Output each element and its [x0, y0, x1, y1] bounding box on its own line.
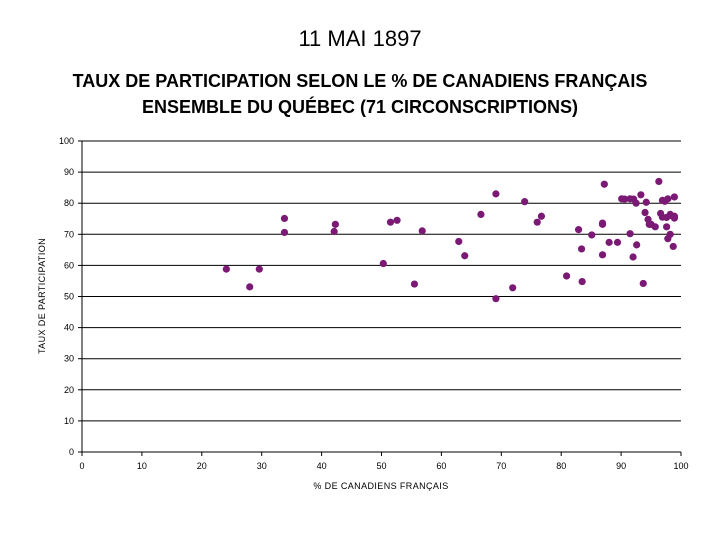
data-point-48 — [651, 223, 659, 231]
y-axis-label: TAUX DE PARTICIPATION — [37, 238, 47, 354]
y-tick-label-80: 80 — [64, 198, 74, 208]
data-point-49 — [655, 177, 663, 186]
data-point-36 — [626, 230, 634, 238]
chart-title: TAUX DE PARTICIPATION SELON LE % DE CANA… — [0, 68, 720, 120]
data-point-9 — [386, 218, 395, 226]
axes — [78, 140, 682, 456]
y-tick-label-40: 40 — [64, 323, 74, 333]
data-point-61 — [669, 242, 677, 251]
x-tick-label-10: 10 — [137, 461, 147, 471]
data-point-62 — [670, 193, 679, 201]
data-point-42 — [639, 279, 647, 288]
y-tick-label-10: 10 — [64, 416, 74, 426]
data-point-3 — [255, 265, 263, 273]
data-point-44 — [642, 198, 650, 206]
x-tick-label-80: 80 — [556, 461, 566, 471]
data-point-18 — [509, 284, 517, 292]
data-point-11 — [410, 280, 419, 288]
data-point-15 — [477, 210, 485, 218]
data-point-26 — [588, 231, 596, 239]
y-tick-label-50: 50 — [64, 292, 74, 302]
data-point-2 — [246, 283, 254, 291]
data-point-17 — [492, 295, 500, 303]
data-point-5 — [280, 228, 289, 237]
y-tick-label-100: 100 — [59, 136, 74, 146]
data-point-32 — [613, 238, 622, 246]
data-point-23 — [574, 226, 583, 234]
x-tick-labels: 0 10 20 30 40 50 60 70 80 90 100 — [79, 461, 688, 471]
data-point-64 — [670, 212, 679, 220]
data-point-13 — [455, 237, 463, 246]
data-point-43 — [641, 208, 649, 217]
data-point-10 — [393, 216, 401, 224]
data-point-1 — [222, 265, 230, 273]
data-point-37 — [629, 253, 637, 261]
x-tick-label-40: 40 — [317, 461, 327, 471]
data-points — [222, 177, 679, 303]
data-point-4 — [280, 214, 289, 223]
x-tick-label-70: 70 — [496, 461, 506, 471]
data-point-21 — [537, 212, 546, 220]
y-tick-label-0: 0 — [69, 447, 74, 457]
data-point-8 — [379, 259, 387, 268]
x-axis-label: % DE CANADIENS FRANÇAIS — [313, 481, 448, 491]
data-point-28 — [598, 220, 607, 228]
data-point-22 — [562, 272, 571, 280]
data-point-24 — [577, 245, 586, 253]
data-point-6 — [330, 227, 338, 236]
data-point-55 — [663, 223, 671, 231]
data-point-19 — [521, 198, 529, 206]
data-point-7 — [331, 220, 339, 228]
y-tick-label-90: 90 — [64, 167, 74, 177]
x-tick-label-30: 30 — [257, 461, 267, 471]
chart-title-line-1: TAUX DE PARTICIPATION SELON LE % DE CANA… — [72, 71, 648, 91]
x-tick-label-0: 0 — [79, 461, 84, 471]
data-point-40 — [633, 241, 641, 249]
x-tick-label-50: 50 — [376, 461, 386, 471]
chart-title-line-2: ENSEMBLE DU QUÉBEC (71 CIRCONSCRIPTIONS) — [141, 97, 579, 117]
grid-lines — [82, 140, 681, 422]
data-point-14 — [461, 252, 469, 260]
data-point-56 — [664, 195, 672, 203]
data-point-39 — [632, 199, 640, 207]
data-point-58 — [666, 230, 674, 238]
x-tick-label-100: 100 — [673, 461, 688, 471]
data-point-25 — [578, 277, 586, 286]
data-point-30 — [600, 180, 608, 188]
date-title: 11 MAI 1897 — [298, 26, 422, 51]
x-tick-label-60: 60 — [436, 461, 446, 471]
x-tick-label-20: 20 — [197, 461, 207, 471]
data-point-12 — [418, 227, 426, 235]
data-point-16 — [492, 190, 500, 198]
y-tick-labels: 0 10 20 30 40 50 60 70 80 90 100 — [59, 136, 74, 457]
y-tick-label-70: 70 — [64, 229, 74, 239]
data-point-34 — [621, 195, 629, 203]
y-tick-label-60: 60 — [64, 260, 74, 270]
data-point-20 — [533, 218, 541, 226]
x-tick-label-90: 90 — [616, 461, 626, 471]
data-point-31 — [605, 238, 613, 246]
y-tick-label-20: 20 — [64, 385, 74, 395]
y-tick-label-30: 30 — [64, 354, 74, 364]
data-point-41 — [637, 191, 645, 199]
data-point-29 — [598, 251, 607, 259]
